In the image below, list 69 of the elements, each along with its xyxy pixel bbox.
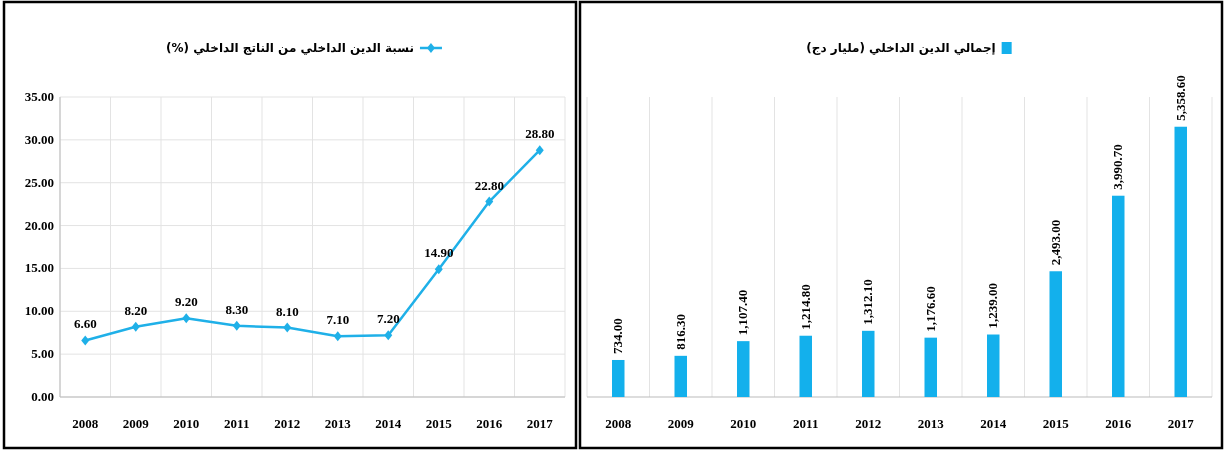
x-tick-label: 2011 <box>793 416 819 431</box>
x-tick-label: 2013 <box>324 416 352 431</box>
y-tick-label: 30.00 <box>24 131 54 147</box>
x-tick-label: 2016 <box>1105 416 1132 431</box>
bar <box>612 359 625 397</box>
x-tick-label: 2010 <box>173 416 200 431</box>
data-label: 816.30 <box>672 314 688 350</box>
x-tick-label: 2008 <box>605 416 632 431</box>
data-label: 1,176.60 <box>922 286 938 332</box>
data-label: 1,107.40 <box>735 289 751 336</box>
y-tick-label: 5.00 <box>31 346 54 362</box>
point <box>384 330 393 341</box>
bar <box>1174 126 1187 397</box>
data-label: 1,214.80 <box>797 284 813 330</box>
x-tick-label: 2017 <box>526 416 554 431</box>
data-label: 2,493.00 <box>1047 219 1063 266</box>
data-label: 1,239.00 <box>985 283 1001 329</box>
x-tick-label: 2008 <box>72 416 99 431</box>
data-label: 1,312.10 <box>860 279 876 325</box>
x-tick-label: 2014 <box>375 416 402 431</box>
legend: إجمالي الدين الداخلي (مليار دج) <box>806 41 1012 55</box>
point <box>232 320 241 331</box>
point <box>81 335 90 346</box>
point <box>131 321 140 332</box>
data-label: 7.20 <box>376 311 400 327</box>
data-label: 8.30 <box>225 301 249 317</box>
y-tick-label: 35.00 <box>24 89 54 104</box>
data-label: 8.20 <box>124 302 148 318</box>
bar <box>924 337 937 397</box>
data-label: 3,990.70 <box>1110 144 1126 190</box>
legend: نسبة الدين الداخلي من الناتج الداخلي (%) <box>166 41 442 55</box>
x-tick-label: 2012 <box>855 416 882 431</box>
bar <box>862 330 875 397</box>
data-label: 5,358.60 <box>1172 75 1188 121</box>
data-label: 734.00 <box>610 318 626 354</box>
x-tick-label: 2013 <box>917 416 945 431</box>
data-label: 6.60 <box>73 316 97 332</box>
point <box>333 331 342 342</box>
x-tick-label: 2009 <box>122 416 150 431</box>
x-tick-label: 2015 <box>1042 416 1070 431</box>
x-tick-label: 2011 <box>224 416 250 431</box>
data-label: 9.20 <box>174 294 198 310</box>
x-tick-label: 2012 <box>274 416 301 431</box>
data-label: 22.80 <box>474 177 504 193</box>
bar <box>1112 195 1125 397</box>
point <box>182 313 191 324</box>
x-tick-label: 2016 <box>476 416 503 431</box>
x-tick-label: 2009 <box>667 416 695 431</box>
x-tick-label: 2015 <box>425 416 453 431</box>
bar <box>674 355 687 397</box>
data-label: 8.10 <box>275 303 299 319</box>
y-tick-label: 0.00 <box>31 389 54 404</box>
y-tick-label: 20.00 <box>24 217 54 233</box>
y-tick-label: 10.00 <box>24 303 54 319</box>
point <box>485 196 494 207</box>
point <box>434 264 443 275</box>
point <box>535 145 544 156</box>
data-label: 28.80 <box>525 126 555 142</box>
x-tick-label: 2017 <box>1167 416 1195 431</box>
bar <box>799 335 812 397</box>
x-tick-label: 2014 <box>980 416 1007 431</box>
data-label: 7.10 <box>326 312 350 328</box>
y-tick-label: 25.00 <box>24 174 54 190</box>
point <box>283 322 292 333</box>
x-tick-label: 2010 <box>730 416 757 431</box>
bar <box>737 341 750 397</box>
bar <box>1049 271 1062 397</box>
y-tick-label: 15.00 <box>24 260 54 276</box>
bar <box>987 334 1000 397</box>
